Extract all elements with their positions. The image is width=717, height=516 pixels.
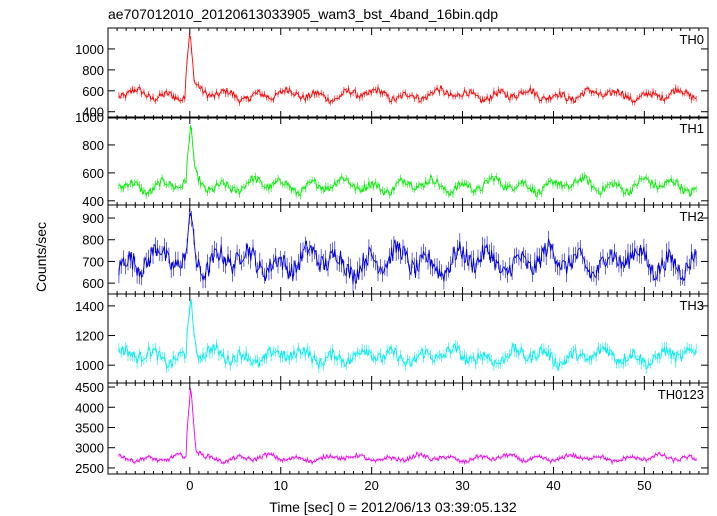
panel-frame bbox=[107, 204, 709, 295]
error-bars bbox=[118, 32, 697, 106]
y-tick-label: 4000 bbox=[75, 400, 104, 415]
x-tick-label: 50 bbox=[637, 478, 651, 493]
x-tick-label: 30 bbox=[455, 478, 469, 493]
y-tick-label: 600 bbox=[82, 276, 104, 291]
y-tick-label: 800 bbox=[82, 138, 104, 153]
x-tick-label: 0 bbox=[186, 478, 193, 493]
error-bars bbox=[118, 299, 697, 374]
series-label: TH2 bbox=[679, 209, 704, 224]
y-tick-label: 2500 bbox=[75, 461, 104, 476]
panel-th2: 600 700 800 900 TH2 bbox=[82, 204, 709, 295]
y-tick-label: 3500 bbox=[75, 420, 104, 435]
series-label: TH0123 bbox=[658, 387, 704, 402]
y-tick-label: 600 bbox=[82, 84, 104, 99]
error-bars bbox=[118, 127, 697, 201]
panel-frame bbox=[107, 27, 709, 119]
y-tick-label: 1000 bbox=[75, 42, 104, 57]
y-tick-label: 3000 bbox=[75, 441, 104, 456]
panel-th0123: 2500 3000 3500 4000 4500 TH0123 bbox=[75, 380, 709, 476]
panel-frame bbox=[107, 382, 709, 475]
y-tick-label: 1200 bbox=[75, 329, 104, 344]
x-tick-label: 40 bbox=[546, 478, 560, 493]
error-bars bbox=[118, 394, 697, 465]
y-tick-label: 1000 bbox=[75, 358, 104, 373]
panel-th0: 400 600 800 1000 TH0 bbox=[75, 27, 709, 120]
series-line-th0123 bbox=[118, 388, 697, 465]
chart-title: ae707012010_20120613033905_wam3_bst_4ban… bbox=[108, 6, 498, 22]
x-tick-label: 20 bbox=[364, 478, 378, 493]
error-bars bbox=[118, 208, 697, 293]
y-tick-label: 1400 bbox=[75, 299, 104, 314]
y-tick-label: 800 bbox=[82, 233, 104, 248]
panel-frame bbox=[107, 116, 709, 206]
y-tick-label: 600 bbox=[82, 166, 104, 181]
panel-th3: 1000 1200 1400 TH3 bbox=[75, 293, 709, 384]
panel-th1: 400 600 800 1000 TH1 bbox=[75, 110, 709, 209]
y-tick-label: 4500 bbox=[75, 380, 104, 395]
x-axis-label: Time [sec] 0 = 2012/06/13 03:39:05.132 bbox=[269, 499, 517, 515]
series-label: TH0 bbox=[679, 32, 704, 47]
y-tick-label: 800 bbox=[82, 63, 104, 78]
series-label: TH3 bbox=[679, 298, 704, 313]
series-label: TH1 bbox=[679, 121, 704, 136]
panel-frame bbox=[107, 293, 709, 384]
y-tick-label: 400 bbox=[82, 105, 104, 120]
y-tick-label: 1000 bbox=[75, 110, 104, 125]
panels-group: 4006008001000TH04006008001000TH160070080… bbox=[75, 27, 709, 493]
y-tick-label: 900 bbox=[82, 211, 104, 226]
y-tick-label: 400 bbox=[82, 194, 104, 209]
x-tick-label: 10 bbox=[273, 478, 287, 493]
y-tick-label: 700 bbox=[82, 254, 104, 269]
y-axis-label: Counts/sec bbox=[33, 222, 49, 292]
